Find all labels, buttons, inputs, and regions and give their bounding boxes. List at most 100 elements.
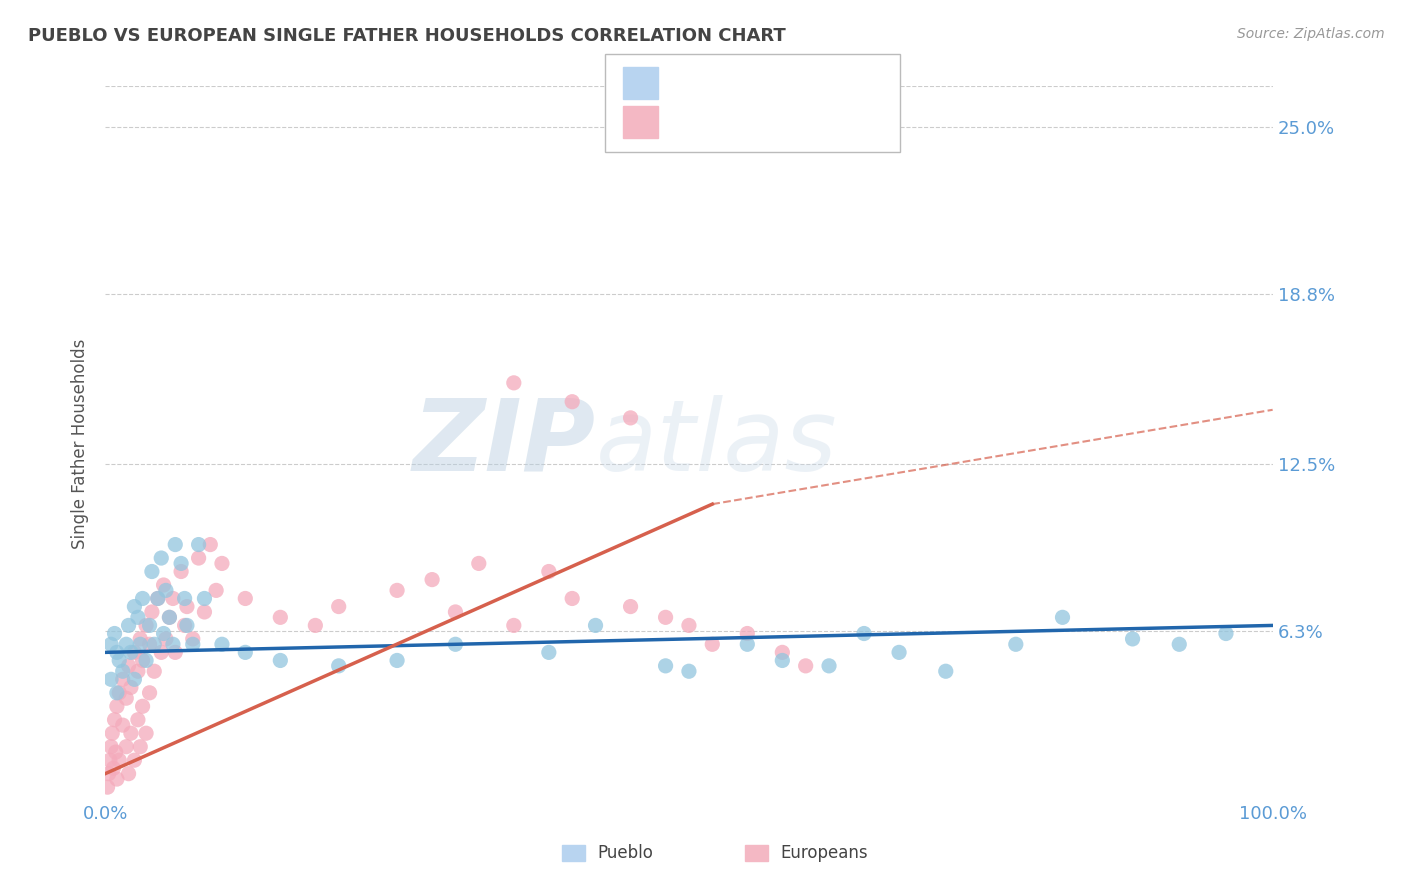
Point (157, 610, 180, 624)
Point (127, 665, 149, 679)
Point (619, 410, 641, 425)
Point (124, 753, 146, 767)
Point (211, 557, 233, 571)
Point (328, 658, 350, 673)
Point (678, 665, 700, 679)
Point (853, 626, 876, 640)
Point (105, 772, 128, 786)
Point (111, 665, 134, 679)
Point (135, 653, 157, 667)
Point (97, 766, 120, 780)
Point (770, 653, 793, 667)
Point (141, 565, 163, 579)
Point (537, 565, 560, 579)
Point (98, 753, 121, 767)
Text: R =  0.127   N = 53: R = 0.127 N = 53 (665, 74, 856, 92)
Point (561, 591, 583, 606)
Point (100, 739, 122, 754)
Point (105, 686, 128, 700)
Point (129, 632, 152, 646)
Point (135, 726, 157, 740)
Point (143, 637, 166, 651)
Point (155, 583, 177, 598)
Point (211, 637, 233, 651)
Point (124, 645, 146, 659)
Point (131, 699, 153, 714)
Point (205, 583, 228, 598)
Point (328, 599, 350, 614)
Point (155, 632, 177, 646)
Point (146, 591, 169, 606)
Point (269, 610, 291, 624)
Point (103, 626, 125, 640)
Text: atlas: atlas (596, 395, 837, 492)
Point (100, 637, 122, 651)
Point (108, 653, 131, 667)
Point (935, 665, 957, 679)
Point (269, 653, 291, 667)
Text: ZIP: ZIP (412, 395, 596, 492)
Text: Source: ZipAtlas.com: Source: ZipAtlas.com (1237, 27, 1385, 41)
Point (170, 565, 193, 579)
Point (444, 605, 467, 619)
Point (152, 578, 174, 592)
Point (187, 537, 209, 551)
Point (124, 673, 146, 687)
Point (115, 691, 138, 706)
Point (233, 645, 256, 659)
Point (165, 537, 187, 551)
Point (120, 726, 142, 740)
Point (737, 637, 759, 651)
Point (165, 645, 187, 659)
Point (1168, 637, 1191, 651)
Point (162, 591, 184, 606)
Point (304, 618, 326, 632)
Point (702, 637, 724, 651)
Point (502, 376, 524, 390)
Point (120, 681, 142, 695)
Point (157, 610, 180, 624)
Point (887, 645, 910, 659)
Point (101, 726, 124, 740)
Point (138, 686, 160, 700)
Point (818, 658, 841, 673)
Point (420, 573, 443, 587)
Point (105, 645, 128, 659)
Point (162, 637, 184, 651)
Point (468, 557, 491, 571)
Point (103, 713, 125, 727)
Point (111, 718, 134, 732)
Y-axis label: Single Father Households: Single Father Households (72, 338, 89, 549)
Point (173, 591, 195, 606)
Point (737, 626, 759, 640)
Point (124, 599, 146, 614)
Point (654, 610, 676, 624)
Point (117, 618, 139, 632)
Point (181, 637, 204, 651)
Point (129, 637, 152, 651)
Point (561, 394, 583, 409)
Point (585, 618, 607, 632)
Point (135, 618, 157, 632)
Point (150, 551, 173, 566)
Point (111, 673, 134, 687)
Point (193, 591, 215, 606)
Point (117, 658, 139, 673)
Text: Europeans: Europeans (780, 844, 868, 862)
Point (193, 605, 215, 619)
Point (120, 645, 142, 659)
Point (150, 645, 173, 659)
Point (143, 665, 166, 679)
Point (794, 658, 817, 673)
Point (200, 537, 222, 551)
Text: Pueblo: Pueblo (598, 844, 654, 862)
Point (138, 618, 160, 632)
Point (233, 591, 256, 606)
Point (385, 653, 408, 667)
Point (141, 605, 163, 619)
Point (385, 583, 408, 598)
Point (129, 739, 152, 754)
Point (127, 713, 149, 727)
Point (444, 637, 467, 651)
Point (770, 645, 793, 659)
